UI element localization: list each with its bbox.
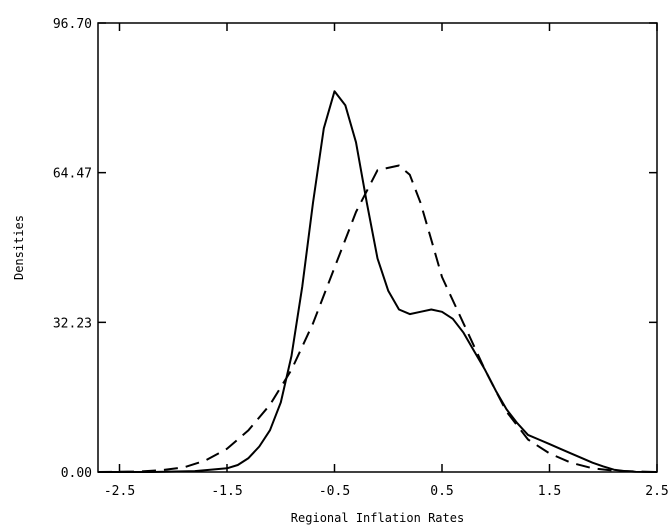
x-tick-label: 2.5 (645, 484, 668, 499)
x-tick-label: -0.5 (319, 484, 350, 499)
x-tick-label: -2.5 (104, 484, 135, 499)
plot-frame (97, 22, 658, 473)
y-tick-label: 96.70 (53, 17, 92, 32)
y-tick-label: 64.47 (53, 167, 92, 182)
x-tick-label: 1.5 (538, 484, 561, 499)
y-axis-title: Densities (12, 215, 26, 280)
x-tick-label: 0.5 (430, 484, 453, 499)
series-line-dashed (97, 164, 658, 473)
y-tick-label: 32.23 (53, 316, 92, 331)
x-tick-label: -1.5 (211, 484, 242, 499)
x-axis-ticks: -2.5 -1.5 -0.5 0.5 1.5 2.5 (104, 23, 669, 499)
series-line-solid (98, 90, 658, 473)
series-layer (97, 90, 658, 473)
x-axis-title: Regional Inflation Rates (291, 511, 464, 525)
y-tick-label: 0.00 (61, 466, 92, 481)
y-axis-ticks: 0.00 32.23 64.47 96.70 (53, 17, 657, 481)
